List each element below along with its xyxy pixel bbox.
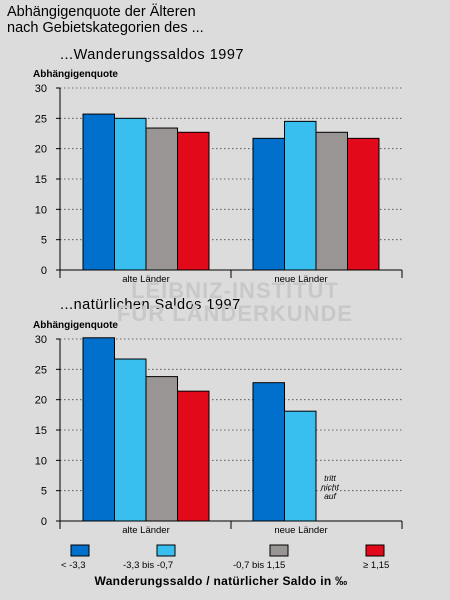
main-title-line-2: nach Gebietskategorien des ... bbox=[7, 20, 204, 36]
legend-swatch bbox=[269, 544, 289, 557]
y-tick-label: 30 bbox=[35, 334, 47, 346]
x-category-label: neue Länder bbox=[274, 525, 327, 536]
legend-swatch bbox=[70, 544, 90, 557]
annotation-text: auf bbox=[324, 491, 337, 501]
bar bbox=[315, 131, 348, 271]
y-axis-title: Abhängigenquote bbox=[33, 69, 118, 80]
x-category-label: neue Länder bbox=[274, 274, 327, 285]
bar bbox=[145, 376, 178, 522]
main-title-line-1: Abhängigenquote der Älteren bbox=[7, 4, 196, 20]
main-title: Abhängigenquote der Älteren nach Gebiets… bbox=[7, 4, 204, 36]
bar bbox=[145, 127, 178, 271]
y-tick-label: 5 bbox=[41, 235, 47, 247]
legend-label: < -3,3 bbox=[61, 560, 86, 571]
y-tick-label: 25 bbox=[35, 113, 47, 125]
legend-label: -3,3 bis -0,7 bbox=[123, 560, 173, 571]
bar bbox=[82, 337, 115, 522]
annotation-text: tritt bbox=[324, 473, 336, 483]
y-tick-label: 5 bbox=[41, 486, 47, 498]
bar bbox=[114, 117, 147, 271]
bar bbox=[284, 410, 317, 522]
legend-label: ≥ 1,15 bbox=[363, 560, 389, 571]
y-tick-label: 15 bbox=[35, 425, 47, 437]
bar bbox=[252, 137, 285, 271]
bar bbox=[347, 137, 380, 271]
watermark-line-2: FÜR LÄNDERKUNDE bbox=[117, 301, 353, 326]
y-tick-label: 10 bbox=[35, 455, 47, 467]
legend-title: Wanderungssaldo / natürlicher Saldo in ‰ bbox=[95, 574, 348, 588]
bar bbox=[177, 390, 210, 522]
bar bbox=[82, 113, 115, 271]
x-category-label: alte Länder bbox=[122, 525, 170, 536]
y-tick-label: 30 bbox=[35, 83, 47, 95]
watermark-line-1: LEIBNIZ-INSTITUT bbox=[131, 278, 339, 303]
bar bbox=[114, 358, 147, 522]
legend-swatch bbox=[365, 544, 385, 557]
bar bbox=[252, 382, 285, 522]
y-tick-label: 15 bbox=[35, 174, 47, 186]
bar bbox=[177, 131, 210, 271]
y-tick-label: 0 bbox=[41, 265, 47, 277]
y-axis-title: Abhängigenquote bbox=[33, 320, 118, 331]
legend-label: -0,7 bis 1,15 bbox=[233, 560, 285, 571]
x-category-label: alte Länder bbox=[122, 274, 170, 285]
y-tick-label: 10 bbox=[35, 204, 47, 216]
y-tick-label: 0 bbox=[41, 516, 47, 528]
y-tick-label: 20 bbox=[35, 144, 47, 156]
y-tick-label: 25 bbox=[35, 364, 47, 376]
legend-swatch bbox=[156, 544, 176, 557]
chart-1-title: ...Wanderungssaldos 1997 bbox=[60, 47, 244, 63]
y-tick-label: 20 bbox=[35, 395, 47, 407]
bar bbox=[284, 120, 317, 271]
annotation-text: nicht bbox=[321, 482, 340, 492]
chart-2-title: ...natürlichen Saldos 1997 bbox=[60, 297, 241, 313]
